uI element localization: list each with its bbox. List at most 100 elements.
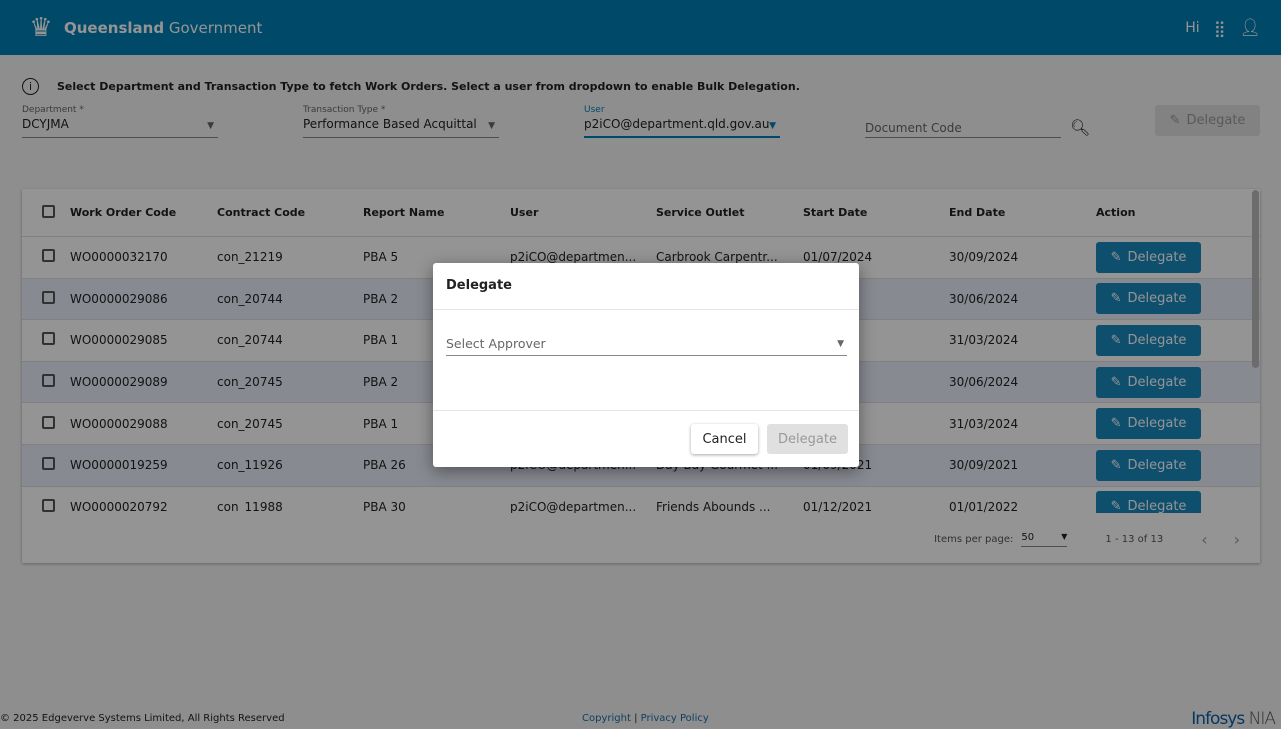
transaction-type-select[interactable]: Transaction Type * Performance Based Acq… <box>303 105 499 138</box>
col-header[interactable]: Work Order Code <box>70 206 177 219</box>
copyright-link[interactable]: Copyright <box>582 713 631 724</box>
next-page-icon[interactable]: › <box>1233 529 1240 549</box>
table-cell: 30/09/2021 <box>949 458 1019 473</box>
table-cell: p2iCO@departmen... <box>510 499 637 513</box>
pencil-icon: ✎ <box>1110 499 1122 513</box>
row-checkbox[interactable] <box>42 415 55 429</box>
row-checkbox[interactable] <box>42 374 55 388</box>
qld-crest-logo: ♛ <box>29 12 53 43</box>
table-cell: PBA 2 <box>363 375 399 390</box>
user-account-icon[interactable]: 👤︎ <box>1239 18 1261 38</box>
approver-placeholder: Select Approver <box>446 336 546 351</box>
table-cell: PBA 1 <box>363 333 399 348</box>
table-cell: con_20745 <box>217 416 283 431</box>
bulk-delegate-button[interactable]: ✎ Delegate <box>1155 105 1260 136</box>
row-delegate-button[interactable]: ✎ Delegate <box>1096 324 1201 356</box>
row-checkbox[interactable] <box>42 290 55 304</box>
document-code-placeholder: Document Code <box>865 121 962 135</box>
confirm-delegate-button[interactable]: Delegate <box>767 424 848 454</box>
table-cell: Friends Abounds ... <box>656 499 771 513</box>
department-label: Department * <box>22 105 84 115</box>
pencil-icon: ✎ <box>1110 291 1122 307</box>
table-cell: 01/07/2024 <box>803 250 873 265</box>
table-row[interactable]: WO0000020792 con_11988 PBA 30 p2iCO@departm… <box>22 487 1260 513</box>
row-delegate-label: Delegate <box>1127 291 1187 307</box>
row-checkbox[interactable] <box>42 457 55 471</box>
chevron-down-icon: ▼ <box>488 121 495 131</box>
col-header[interactable]: Contract Code <box>217 206 306 219</box>
table-cell: con_21219 <box>217 250 283 265</box>
row-delegate-button[interactable]: ✎ Delegate <box>1096 283 1201 315</box>
col-header[interactable]: Service Outlet <box>656 206 745 219</box>
user-label: User <box>584 105 605 115</box>
pencil-icon: ✎ <box>1110 249 1122 265</box>
document-code-input[interactable]: Document Code <box>865 105 1061 138</box>
row-delegate-button[interactable]: ✎ Delegate <box>1096 408 1201 440</box>
table-cell: con_20744 <box>217 291 283 306</box>
chevron-down-icon: ▼ <box>207 121 214 131</box>
col-header[interactable]: Report Name <box>363 206 445 219</box>
col-header[interactable]: Start Date <box>803 206 868 219</box>
table-cell: 30/09/2024 <box>949 250 1019 265</box>
col-header[interactable]: User <box>510 206 539 219</box>
brand-bold: Queensland <box>64 18 165 37</box>
row-delegate-label: Delegate <box>1127 416 1187 432</box>
cancel-button[interactable]: Cancel <box>691 424 758 454</box>
col-header: Action <box>1096 206 1136 219</box>
user-select[interactable]: User p2iCO@department.qld.gov.au ▼ <box>584 105 780 138</box>
dialog-title: Delegate <box>433 263 859 310</box>
chevron-down-icon: ▼ <box>769 121 776 131</box>
chevron-down-icon: ▼ <box>837 339 844 349</box>
brand-title: Queensland Government <box>64 19 262 37</box>
app-header: ♛ Queensland Government Hi ⣿ 👤︎ <box>0 0 1281 55</box>
row-delegate-button[interactable]: ✎ Delegate <box>1096 366 1201 398</box>
row-delegate-label: Delegate <box>1127 249 1187 265</box>
row-delegate-button[interactable]: ✎ Delegate <box>1096 241 1201 273</box>
col-header[interactable]: End Date <box>949 206 1006 219</box>
items-per-page-label: Items per page: <box>934 533 1014 545</box>
copyright-text: © 2025 Edgeverve Systems Limited, All Ri… <box>0 713 285 724</box>
row-delegate-label: Delegate <box>1127 457 1187 473</box>
department-value: DCYJMA <box>22 117 69 131</box>
per-page-value: 50 <box>1021 531 1035 543</box>
user-value: p2iCO@department.qld.gov.au <box>584 117 770 131</box>
table-cell: 30/06/2024 <box>949 291 1019 306</box>
pencil-icon: ✎ <box>1110 457 1122 473</box>
footer: © 2025 Edgeverve Systems Limited, All Ri… <box>0 708 1281 729</box>
privacy-policy-link[interactable]: Privacy Policy <box>640 713 709 724</box>
table-cell: WO0000029089 <box>70 375 168 390</box>
row-delegate-label: Delegate <box>1127 499 1187 513</box>
table-cell: WO0000020792 <box>70 499 168 513</box>
table-row[interactable]: WO0000032170 con_21219 PBA 5 p2iCO@departme… <box>22 237 1260 279</box>
row-delegate-button[interactable]: ✎ Delegate <box>1096 449 1201 481</box>
table-cell: PBA 5 <box>363 250 399 265</box>
info-text: Select Department and Transaction Type t… <box>57 80 800 93</box>
items-per-page-select[interactable]: 50 ▼ <box>1021 531 1068 547</box>
row-checkbox[interactable] <box>42 332 55 346</box>
info-banner: i Select Department and Transaction Type… <box>22 78 800 95</box>
row-checkbox[interactable] <box>42 249 55 263</box>
row-checkbox[interactable] <box>42 498 55 512</box>
row-delegate-button[interactable]: ✎ Delegate <box>1096 491 1201 513</box>
prev-page-icon[interactable]: ‹ <box>1201 529 1208 549</box>
table-cell: con_11926 <box>217 458 283 473</box>
pencil-icon: ✎ <box>1110 374 1122 390</box>
table-cell: con_20744 <box>217 333 283 348</box>
transaction-type-value: Performance Based Acquittal <box>303 117 477 131</box>
department-select[interactable]: Department * DCYJMA ▼ <box>22 105 218 138</box>
apps-grid-icon[interactable]: ⣿ <box>1213 18 1226 38</box>
select-all-checkbox[interactable] <box>42 204 55 218</box>
bulk-delegate-label: Delegate <box>1186 113 1246 128</box>
approver-select[interactable]: Select Approver ▼ <box>446 336 847 356</box>
table-scrollbar[interactable] <box>1252 190 1259 368</box>
row-delegate-label: Delegate <box>1127 332 1187 348</box>
table-cell: 31/03/2024 <box>949 333 1019 348</box>
page-range: 1 - 13 of 13 <box>1105 533 1164 545</box>
search-icon[interactable]: 🔍︎ <box>1070 118 1091 137</box>
table-cell: 30/06/2024 <box>949 375 1019 390</box>
table-cell: WO0000029085 <box>70 333 168 348</box>
table-cell: 01/12/2021 <box>803 499 873 513</box>
table-cell: p2iCO@departmen... <box>510 250 637 265</box>
table-cell: WO0000019259 <box>70 458 168 473</box>
table-cell: WO0000029088 <box>70 416 168 431</box>
